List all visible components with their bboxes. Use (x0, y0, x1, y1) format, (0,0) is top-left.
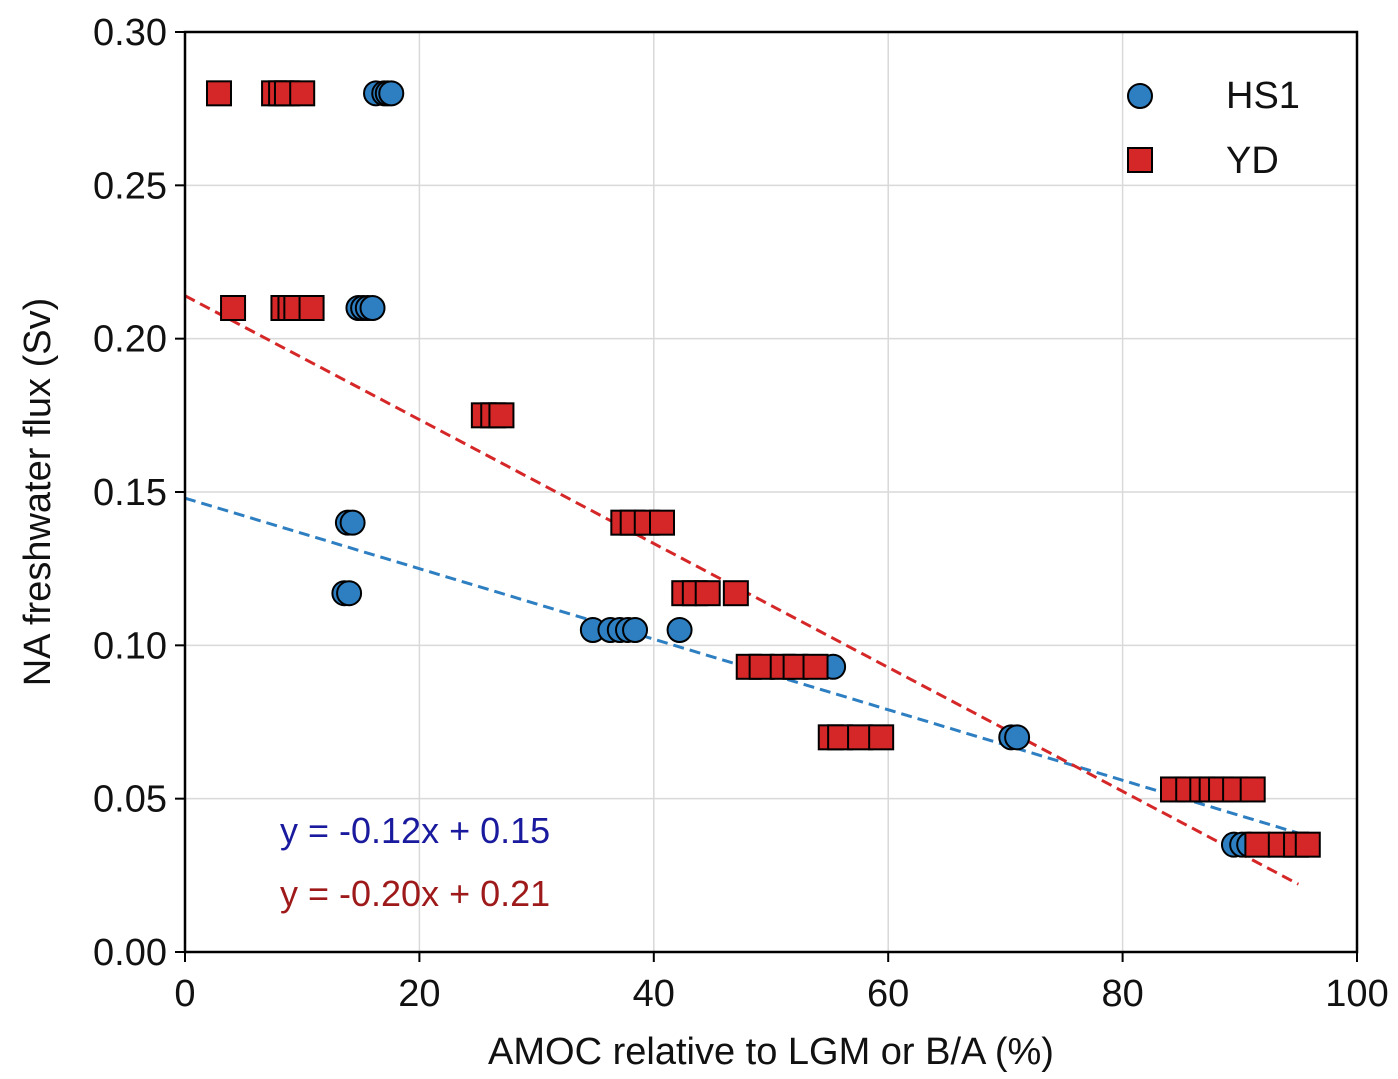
hs1-point (378, 80, 405, 107)
y-tick-label: 0.10 (93, 625, 167, 667)
hs1-point (622, 617, 649, 643)
hs1-point (339, 509, 366, 536)
legend-marker-hs1 (1127, 83, 1153, 109)
hs1-point (666, 617, 693, 643)
y-tick-label: 0.30 (93, 12, 167, 54)
yd-point (649, 509, 676, 536)
yd-point (220, 295, 247, 321)
yd-point (868, 724, 895, 751)
x-axis-title: AMOC relative to LGM or B/A (%) (488, 1031, 1054, 1073)
hs1-point (336, 580, 363, 607)
x-tick-label: 80 (1101, 973, 1143, 1015)
legend-label-hs1: HS1 (1226, 75, 1300, 117)
axis-ticks: 0 20 40 60 80 100 0.00 0.05 0.10 0.15 0.20 0.25 0.30 (93, 12, 1389, 1015)
hs1-point (359, 295, 386, 321)
x-tick-label: 40 (633, 973, 675, 1015)
x-tick-label: 0 (174, 973, 195, 1015)
hs1-point (1004, 724, 1031, 751)
yd-point (1239, 776, 1266, 803)
yd-point (722, 580, 749, 607)
data-points (205, 80, 1321, 858)
y-tick-label: 0.05 (93, 779, 167, 821)
x-tick-label: 20 (398, 973, 440, 1015)
x-tick-label: 60 (867, 973, 909, 1015)
yd-point (488, 402, 515, 429)
y-tick-label: 0.25 (93, 165, 167, 207)
y-tick-label: 0.00 (93, 932, 167, 974)
yd-point (694, 580, 721, 607)
y-axis-title: NA freshwater flux (Sv) (17, 298, 59, 687)
x-tick-label: 100 (1325, 973, 1388, 1015)
yd-point (205, 80, 232, 107)
yd-point (289, 80, 316, 107)
legend: HS1 YD (1127, 75, 1300, 182)
yd-point (298, 295, 325, 321)
legend-label-yd: YD (1226, 140, 1279, 182)
hs1-fit-equation: y = -0.12x + 0.15 (280, 810, 550, 851)
y-tick-label: 0.15 (93, 472, 167, 514)
yd-fit-equation: y = -0.20x + 0.21 (280, 873, 550, 914)
legend-marker-yd (1127, 147, 1153, 173)
yd-point (802, 653, 829, 680)
yd-point (1244, 831, 1271, 858)
yd-point (1294, 831, 1321, 858)
y-tick-label: 0.20 (93, 319, 167, 361)
yd-point (847, 724, 874, 751)
